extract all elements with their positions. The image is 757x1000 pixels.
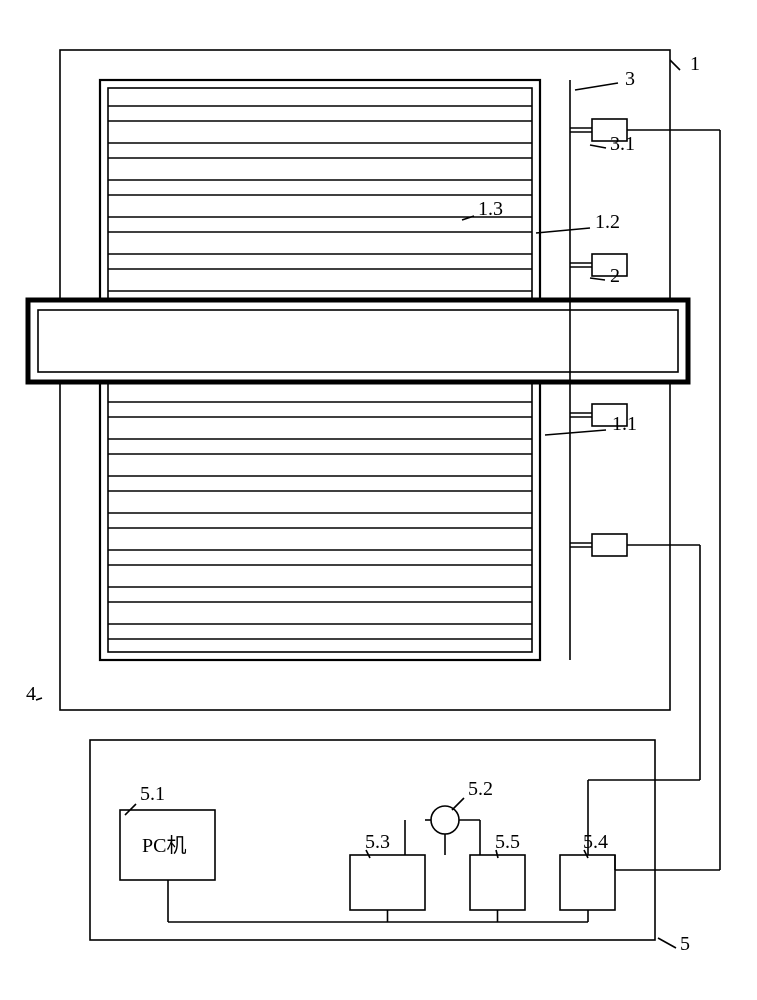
svg-text:5: 5: [680, 933, 690, 955]
svg-text:1: 1: [690, 53, 700, 75]
svg-text:3.1: 3.1: [610, 133, 635, 155]
svg-text:1.3: 1.3: [478, 198, 503, 220]
svg-text:5.1: 5.1: [140, 783, 165, 805]
svg-text:3: 3: [625, 68, 635, 90]
svg-text:1.2: 1.2: [595, 211, 620, 233]
svg-text:5.2: 5.2: [468, 778, 493, 800]
svg-text:4: 4: [26, 683, 36, 705]
svg-text:5.3: 5.3: [365, 831, 390, 853]
svg-text:5.5: 5.5: [495, 831, 520, 853]
svg-text:1.1: 1.1: [612, 413, 637, 435]
svg-text:5.4: 5.4: [583, 831, 608, 853]
svg-text:PC机: PC机: [142, 834, 186, 857]
svg-text:2: 2: [610, 265, 620, 287]
